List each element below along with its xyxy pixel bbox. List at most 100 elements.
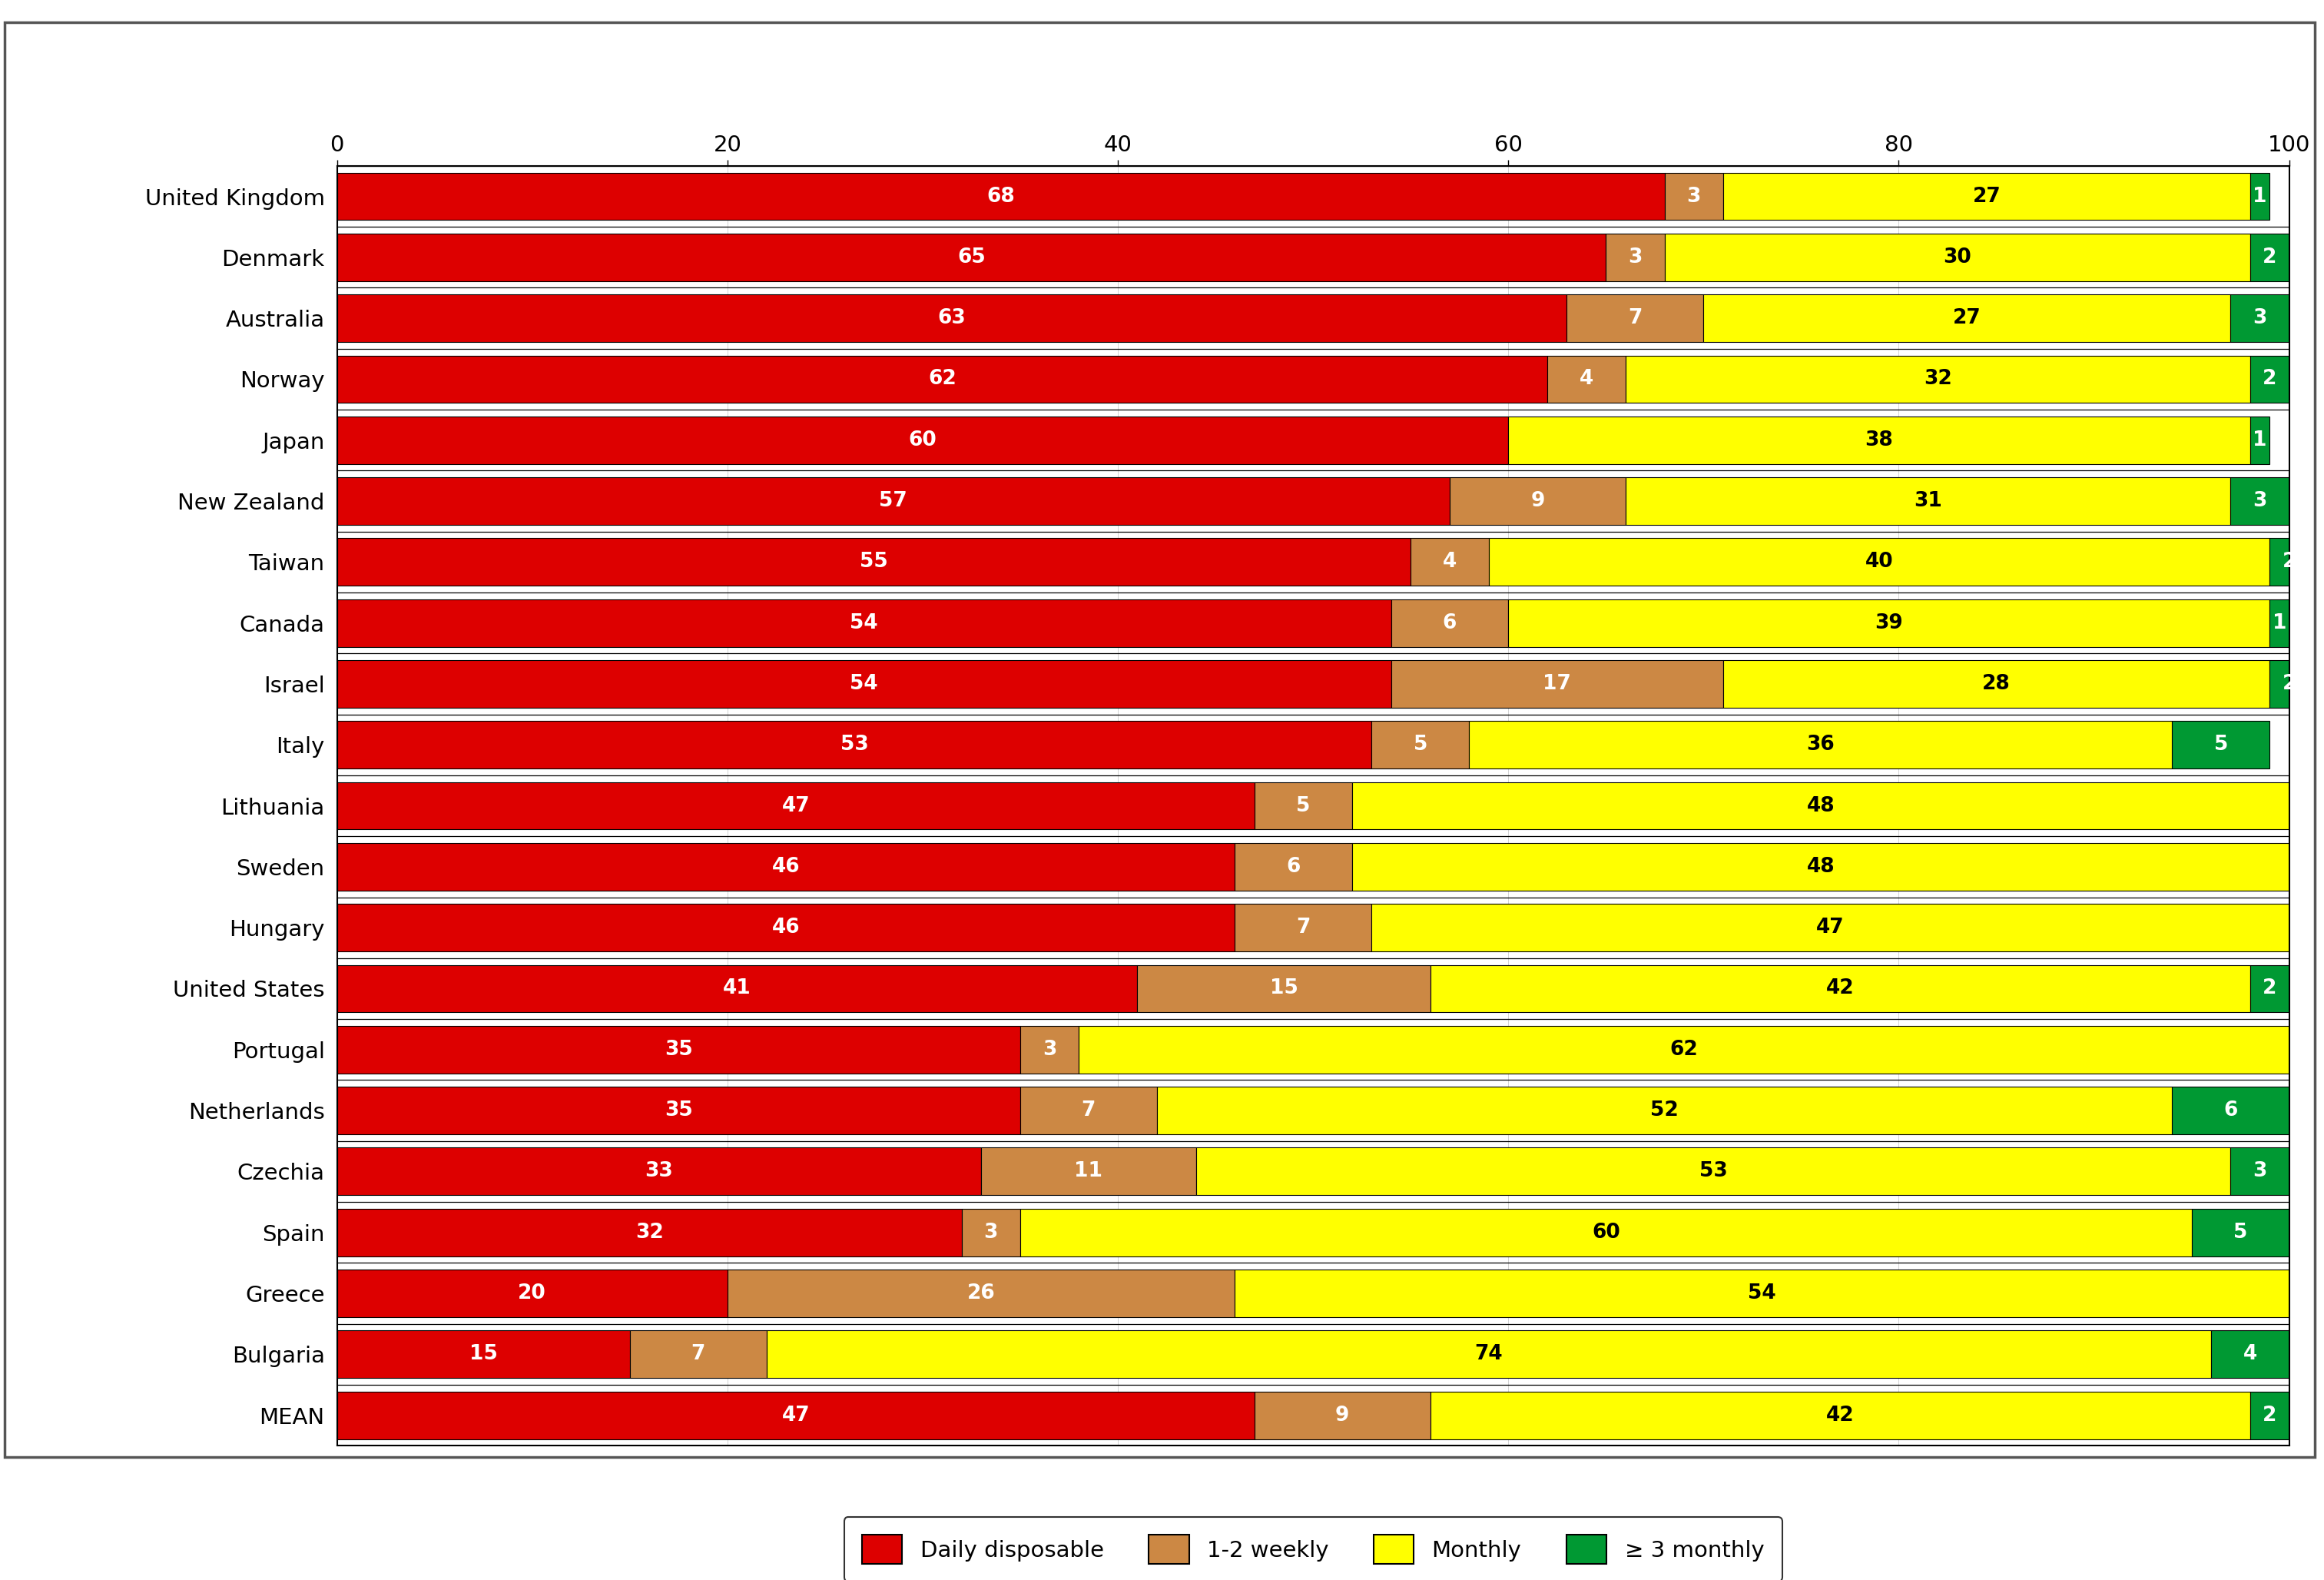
Text: SOFT CONTACT LENS FITS BY LENS TYPE (%): SOFT CONTACT LENS FITS BY LENS TYPE (%) bbox=[776, 57, 1548, 88]
Bar bbox=[1234, 844, 1353, 891]
Text: 53: 53 bbox=[841, 735, 869, 755]
Text: 5: 5 bbox=[2233, 1223, 2247, 1242]
Text: 42: 42 bbox=[1827, 1405, 1855, 1425]
Text: 62: 62 bbox=[1671, 1040, 1699, 1060]
Text: 2: 2 bbox=[2264, 370, 2278, 389]
Text: 47: 47 bbox=[1817, 918, 1845, 937]
Text: 26: 26 bbox=[967, 1283, 995, 1304]
Bar bbox=[1197, 1147, 2231, 1194]
Text: 6: 6 bbox=[2224, 1101, 2238, 1120]
Text: 47: 47 bbox=[781, 1405, 809, 1425]
Bar bbox=[2271, 599, 2289, 646]
Text: 38: 38 bbox=[1866, 430, 1894, 450]
Text: 32: 32 bbox=[634, 1223, 662, 1242]
Text: 6: 6 bbox=[1287, 856, 1301, 877]
Text: 3: 3 bbox=[1687, 186, 1701, 207]
Bar bbox=[981, 1147, 1197, 1194]
Bar bbox=[337, 477, 1450, 525]
Bar bbox=[727, 1270, 1234, 1318]
Bar bbox=[337, 234, 1606, 281]
Text: 60: 60 bbox=[909, 430, 937, 450]
Bar bbox=[1157, 1087, 2173, 1134]
Text: 2: 2 bbox=[2264, 248, 2278, 267]
Text: 5: 5 bbox=[1413, 735, 1427, 755]
Text: 20: 20 bbox=[518, 1283, 546, 1304]
Bar bbox=[337, 539, 1411, 586]
Bar bbox=[1392, 599, 1508, 646]
Bar bbox=[337, 356, 1548, 403]
Bar bbox=[1450, 477, 1624, 525]
Text: 28: 28 bbox=[1982, 675, 2010, 694]
Text: 7: 7 bbox=[1081, 1101, 1095, 1120]
Bar bbox=[337, 1392, 1255, 1439]
Text: 3: 3 bbox=[983, 1223, 997, 1242]
Text: 2: 2 bbox=[2282, 551, 2296, 572]
Bar bbox=[337, 1330, 630, 1378]
Bar bbox=[1548, 356, 1624, 403]
Bar bbox=[1371, 720, 1469, 768]
Bar bbox=[1234, 904, 1371, 951]
Text: 48: 48 bbox=[1806, 796, 1834, 815]
Text: 53: 53 bbox=[1699, 1161, 1727, 1182]
Text: 40: 40 bbox=[1866, 551, 1894, 572]
Bar bbox=[2271, 539, 2308, 586]
Text: 55: 55 bbox=[860, 551, 888, 572]
Bar bbox=[1392, 660, 1722, 708]
Text: 9: 9 bbox=[1532, 491, 1545, 510]
Bar bbox=[337, 1270, 727, 1318]
Text: 65: 65 bbox=[957, 248, 985, 267]
Bar bbox=[2173, 1087, 2289, 1134]
Legend: Daily disposable, 1-2 weekly, Monthly, ≥ 3 monthly: Daily disposable, 1-2 weekly, Monthly, ≥… bbox=[844, 1517, 1783, 1580]
Bar bbox=[1624, 356, 2250, 403]
Text: 7: 7 bbox=[1629, 308, 1643, 329]
Text: 9: 9 bbox=[1336, 1405, 1350, 1425]
Bar bbox=[1020, 1209, 2192, 1256]
Bar bbox=[1371, 904, 2289, 951]
Bar bbox=[1664, 172, 1722, 220]
Text: 2: 2 bbox=[2264, 1405, 2278, 1425]
Bar bbox=[2231, 1147, 2289, 1194]
Bar bbox=[337, 1209, 962, 1256]
Bar bbox=[1606, 234, 1664, 281]
Text: 11: 11 bbox=[1074, 1161, 1104, 1182]
Text: 33: 33 bbox=[646, 1161, 674, 1182]
Text: 3: 3 bbox=[2252, 308, 2266, 329]
Bar bbox=[1020, 1025, 1078, 1073]
Text: 39: 39 bbox=[1875, 613, 1903, 634]
Text: 57: 57 bbox=[878, 491, 906, 510]
Bar bbox=[337, 660, 1392, 708]
Bar bbox=[337, 1025, 1020, 1073]
Bar bbox=[1020, 1087, 1157, 1134]
Bar bbox=[1722, 660, 2271, 708]
Bar bbox=[1429, 1392, 2250, 1439]
Bar bbox=[337, 782, 1255, 830]
Text: 54: 54 bbox=[851, 675, 878, 694]
Bar bbox=[2250, 172, 2271, 220]
Bar bbox=[1508, 599, 2271, 646]
Text: 63: 63 bbox=[939, 308, 967, 329]
Text: 5: 5 bbox=[1297, 796, 1311, 815]
Text: 54: 54 bbox=[851, 613, 878, 634]
Text: 1: 1 bbox=[2252, 186, 2266, 207]
Bar bbox=[337, 599, 1392, 646]
Text: 17: 17 bbox=[1543, 675, 1571, 694]
Text: 15: 15 bbox=[469, 1345, 497, 1364]
Bar bbox=[1411, 539, 1490, 586]
Text: 74: 74 bbox=[1476, 1345, 1504, 1364]
Bar bbox=[1722, 172, 2250, 220]
Bar bbox=[1255, 782, 1353, 830]
Bar bbox=[337, 965, 1136, 1013]
Text: 3: 3 bbox=[1629, 248, 1643, 267]
Text: 5: 5 bbox=[2215, 735, 2229, 755]
Bar bbox=[1508, 417, 2250, 465]
Bar bbox=[1624, 477, 2231, 525]
Bar bbox=[2173, 720, 2271, 768]
Text: 7: 7 bbox=[690, 1345, 704, 1364]
Text: 60: 60 bbox=[1592, 1223, 1620, 1242]
Text: 35: 35 bbox=[665, 1101, 693, 1120]
Bar bbox=[2250, 356, 2289, 403]
Bar bbox=[337, 417, 1508, 465]
Bar bbox=[337, 172, 1664, 220]
Bar bbox=[1234, 1270, 2289, 1318]
Bar bbox=[1136, 965, 1429, 1013]
